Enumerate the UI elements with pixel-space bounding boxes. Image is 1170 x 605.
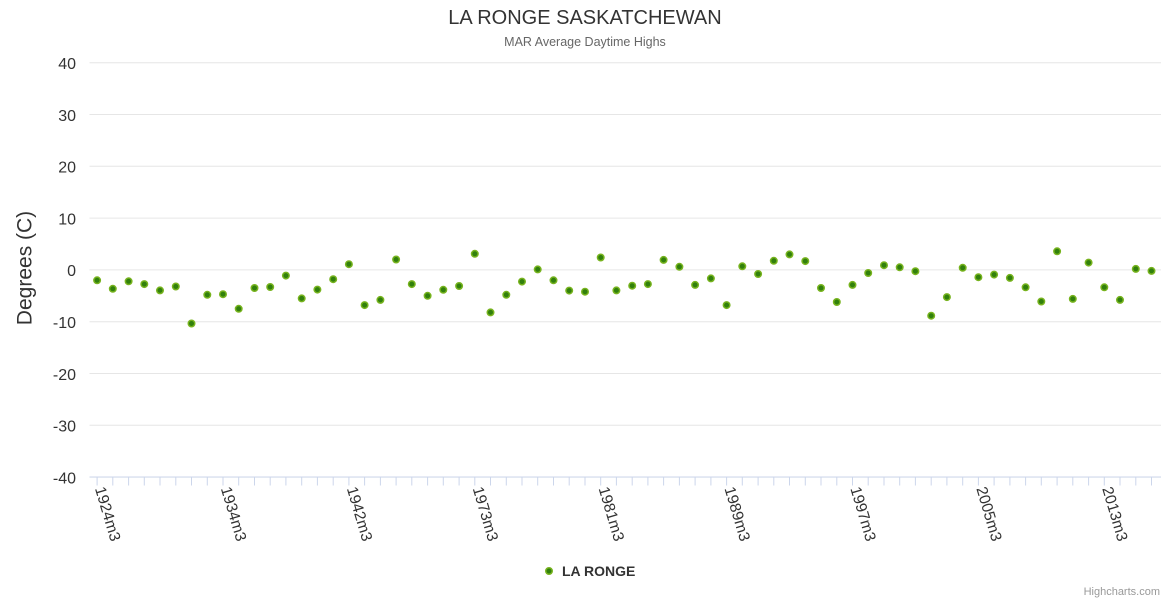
svg-text:Degrees (C): Degrees (C) [14, 211, 37, 325]
svg-text:40: 40 [58, 56, 76, 73]
svg-text:30: 30 [58, 108, 76, 125]
svg-text:MAR Average Daytime Highs: MAR Average Daytime Highs [504, 35, 666, 49]
svg-text:LA RONGE: LA RONGE [562, 563, 635, 579]
svg-text:-10: -10 [53, 315, 76, 332]
svg-text:-30: -30 [53, 419, 76, 436]
svg-text:-20: -20 [53, 367, 76, 384]
svg-text:0: 0 [67, 263, 76, 280]
svg-text:-40: -40 [53, 470, 76, 487]
svg-text:LA RONGE SASKATCHEWAN: LA RONGE SASKATCHEWAN [448, 7, 721, 29]
svg-text:20: 20 [58, 160, 76, 177]
svg-text:10: 10 [58, 211, 76, 228]
svg-text:Highcharts.com: Highcharts.com [1084, 586, 1160, 598]
